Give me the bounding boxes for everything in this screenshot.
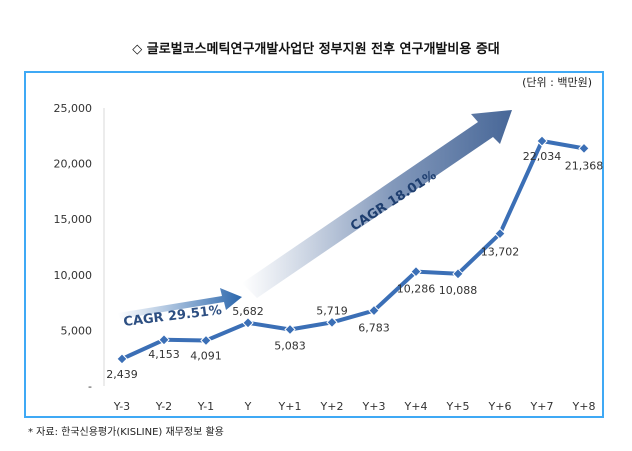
y-tick-label: 25,000: [54, 102, 93, 115]
x-tick-label: Y+8: [572, 400, 596, 413]
chart-frame: [24, 71, 604, 418]
cagr-arrow-long: [242, 110, 512, 298]
data-point-marker: [536, 135, 548, 147]
y-tick-label: 15,000: [54, 213, 93, 226]
data-label: 13,702: [481, 246, 520, 259]
data-point-marker: [368, 304, 380, 317]
data-point-marker: [116, 353, 128, 365]
data-label: 10,088: [439, 284, 478, 297]
data-point-marker: [494, 227, 506, 240]
x-tick-label: Y+6: [488, 400, 512, 413]
x-tick-label: Y+4: [404, 400, 428, 413]
data-label: 4,091: [190, 350, 222, 363]
y-tick-label: 20,000: [54, 158, 93, 171]
x-tick-label: Y-1: [197, 400, 214, 413]
data-point-marker: [326, 316, 338, 329]
data-point-marker: [158, 334, 170, 346]
data-label: 5,719: [316, 304, 348, 317]
chart-title: ◇ 글로벌코스메틱연구개발사업단 정부지원 전후 연구개발비용 증대: [132, 42, 500, 57]
data-label: 2,439: [106, 368, 138, 381]
x-tick-label: Y: [244, 400, 252, 413]
data-label: 6,783: [358, 322, 390, 335]
data-point-marker: [242, 317, 254, 329]
cagr-label-2: CAGR 18.01%: [348, 168, 439, 234]
source-note: * 자료: 한국신용평가(KISLINE) 재무정보 활용: [28, 427, 224, 438]
data-point-marker: [284, 323, 296, 336]
x-tick-label: Y+1: [278, 400, 302, 413]
y-tick-label: 10,000: [54, 269, 93, 282]
data-point-marker: [200, 334, 212, 347]
data-label: 22,034: [523, 150, 562, 163]
x-tick-label: Y-2: [155, 400, 172, 413]
x-tick-label: Y+5: [446, 400, 470, 413]
data-point-marker: [578, 142, 590, 155]
y-tick-label: -: [88, 380, 92, 393]
x-tick-label: Y-3: [113, 400, 130, 413]
data-label: 21,368: [565, 159, 604, 172]
y-tick-label: 5,000: [61, 324, 93, 337]
data-label: 4,153: [148, 348, 180, 361]
x-tick-label: Y+3: [362, 400, 386, 413]
data-label: 10,286: [397, 283, 436, 296]
series-line: [121, 139, 585, 361]
x-tick-label: Y+2: [320, 400, 344, 413]
data-label: 5,682: [232, 305, 264, 318]
data-point-marker: [452, 268, 464, 280]
x-tick-label: Y+7: [530, 400, 554, 413]
cagr-arrow-short: [118, 288, 242, 319]
unit-label: (단위 : 백만원): [522, 76, 592, 89]
data-point-marker: [410, 265, 422, 278]
data-label: 5,083: [274, 339, 306, 352]
